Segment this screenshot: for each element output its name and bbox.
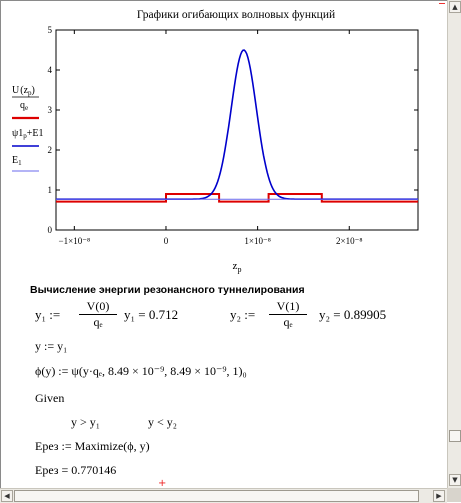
y-axis: 0 1 2 3 4 5 — [48, 25, 418, 235]
y2-denominator: qₑ — [269, 314, 307, 330]
x-axis-label: zp — [233, 260, 242, 274]
energy-result[interactable]: Eрез = 0.770146 — [35, 463, 117, 477]
page-break-mark — [439, 3, 445, 4]
y2-definition-lhs[interactable]: y₂ := — [230, 307, 256, 322]
y-tick-label: 1 — [48, 185, 53, 195]
worksheet: Графики огибающих волновых функций 0 1 2 3 4… — [0, 0, 448, 490]
legend-label-energy: E1 — [12, 155, 22, 167]
plot-series — [56, 49, 418, 203]
y1-result[interactable]: y₁ = 0.712 — [124, 307, 179, 322]
y1-fraction[interactable]: V(0) qₑ — [79, 299, 117, 330]
x-tick-label: −1×10⁻⁸ — [59, 236, 91, 246]
given-keyword[interactable]: Given — [35, 391, 65, 405]
insertion-cursor: + — [158, 478, 167, 489]
y-tick-label: 0 — [48, 225, 53, 235]
x-tick-label: 0 — [164, 236, 169, 246]
maximize-definition[interactable]: Eрез := Maximize(ϕ, y) — [35, 439, 150, 453]
y2-fraction[interactable]: V(1) qₑ — [269, 299, 307, 330]
y-tick-label: 3 — [48, 105, 53, 115]
y1-numerator: V(0) — [86, 299, 110, 313]
legend-label-potential-den: qe — [20, 100, 28, 112]
y-tick-label: 2 — [48, 145, 53, 155]
scroll-down-icon[interactable]: ▼ — [449, 474, 461, 486]
constraint-lower[interactable]: y > y₁ — [71, 415, 100, 429]
wavefunction-chart[interactable]: Графики огибающих волновых функций 0 1 2 3 4… — [1, 1, 448, 276]
legend-label-wavefunction: ψ1p+E1 — [12, 128, 44, 140]
vertical-scroll-thumb[interactable] — [449, 430, 461, 442]
phi-definition[interactable]: ϕ(y) := ψ(y·qₑ, 8.49 × 10⁻⁹, 8.49 × 10⁻⁹… — [35, 364, 247, 378]
y-tick-label: 4 — [48, 65, 53, 75]
y-tick-label: 5 — [48, 25, 53, 35]
legend: U(zp) qe ψ1p+E1 E1 — [12, 85, 44, 172]
chart-title: Графики огибающих волновых функций — [137, 9, 335, 21]
horizontal-scrollbar[interactable]: ◀ ▶ — [0, 488, 447, 503]
horizontal-scroll-thumb[interactable] — [14, 490, 419, 502]
y2-numerator: V(1) — [276, 299, 300, 313]
x-axis: −1×10⁻⁸ 0 1×10⁻⁸ 2×10⁻⁸ — [59, 30, 363, 246]
scrollbar-corner — [447, 488, 461, 502]
series-potential — [56, 193, 418, 203]
scroll-left-icon[interactable]: ◀ — [1, 490, 13, 502]
scroll-up-icon[interactable]: ▲ — [449, 1, 461, 13]
section-heading: Вычисление энергии резонансного туннелир… — [30, 284, 305, 296]
y2-result[interactable]: y₂ = 0.89905 — [319, 307, 387, 322]
y-assignment[interactable]: y := y₁ — [35, 339, 68, 353]
x-tick-label: 2×10⁻⁸ — [336, 236, 362, 246]
series-wavefunction — [56, 49, 418, 200]
legend-label-potential: U(zp) — [12, 85, 35, 97]
plot-frame — [55, 29, 419, 231]
scroll-right-icon[interactable]: ▶ — [433, 490, 445, 502]
constraint-upper[interactable]: y < y₂ — [148, 415, 177, 429]
vertical-scrollbar[interactable]: ▲ ▼ — [447, 0, 461, 488]
y1-denominator: qₑ — [79, 314, 117, 330]
x-tick-label: 1×10⁻⁸ — [244, 236, 270, 246]
y1-definition-lhs[interactable]: y₁ := — [35, 307, 61, 322]
